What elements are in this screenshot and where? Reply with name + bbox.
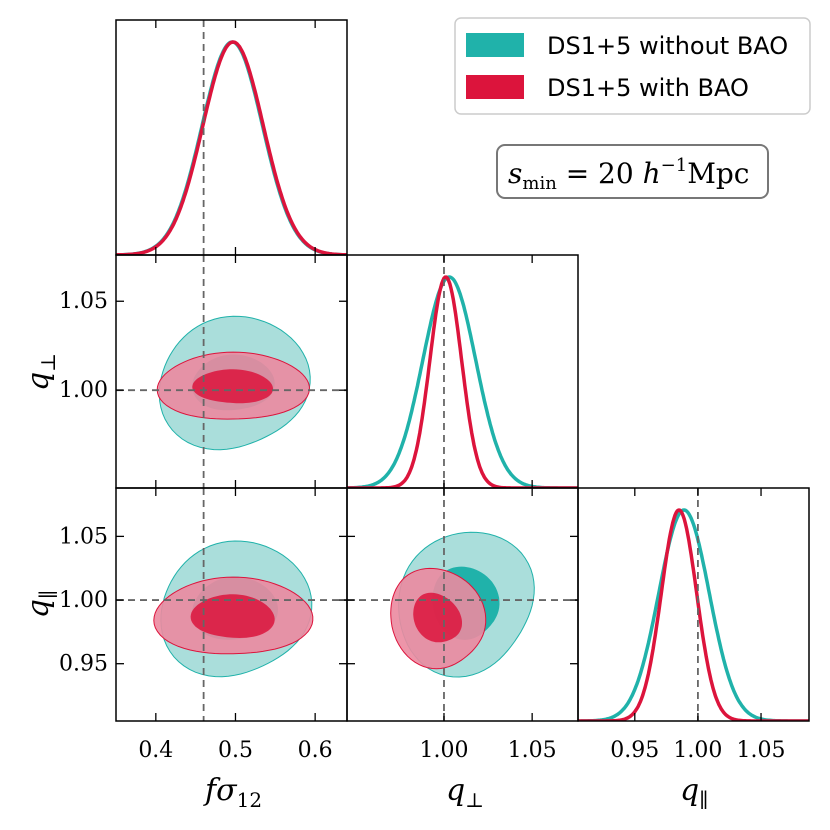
x-tick-label-fsigma12: 0.6	[298, 738, 333, 763]
panel-frame	[115, 19, 348, 256]
marginal-panel-q_par	[578, 488, 809, 721]
contour-panel-q_par_vs_fsigma12	[116, 488, 347, 721]
x-tick-label-q_par: 1.05	[737, 738, 786, 763]
x-tick-label-fsigma12: 0.4	[138, 738, 173, 763]
marginal-panel-fsigma12	[116, 20, 347, 255]
x-axis-label-q-par: q∥	[680, 773, 708, 812]
x-axis-label-fsigma12: fσ12	[203, 773, 262, 812]
y-tick-label-q_perp: 1.00	[59, 378, 108, 403]
marginal-curve-fsigma12-without-bao	[116, 40, 347, 255]
y-tick-label-q_par: 1.05	[59, 524, 108, 549]
marginal-curve-q_perp-with-bao	[347, 275, 578, 488]
x-tick-label-q_par: 1.00	[673, 738, 722, 763]
marginal-curve-q_perp-without-bao	[347, 275, 578, 488]
contour-panel-q_par_vs_q_perp	[347, 488, 578, 721]
legend-swatch-with-bao	[466, 75, 524, 99]
legend-frame	[454, 17, 811, 115]
x-tick-label-q_perp: 1.00	[419, 738, 468, 763]
x-axis-label-q-perp: q⊥	[446, 773, 484, 812]
contour-panel-q_perp_vs_fsigma12	[116, 255, 347, 488]
marginal-panel-q_perp	[347, 255, 578, 488]
y-tick-label-q_perp: 1.05	[59, 289, 108, 314]
contour-inner-with-bao	[413, 592, 462, 643]
smin-annotation-frame	[496, 144, 769, 199]
panel-frame	[577, 487, 810, 722]
legend-label-without-bao: DS1+5 without BAO	[547, 32, 788, 60]
smin-annotation-text: smin = 20 h−1Mpc	[508, 155, 749, 194]
y-axis-label-q-perp: q⊥	[21, 353, 60, 391]
legend-label-with-bao: DS1+5 with BAO	[547, 74, 749, 102]
smin-annotation: smin = 20 h−1Mpc	[496, 144, 769, 199]
y-tick-label-q_par: 0.95	[59, 652, 108, 677]
marginal-curve-q_par-without-bao	[578, 508, 809, 721]
legend: DS1+5 without BAO DS1+5 with BAO	[454, 17, 811, 115]
x-tick-label-q_perp: 1.05	[508, 738, 557, 763]
marginal-curve-fsigma12-with-bao	[116, 40, 347, 255]
x-tick-label-q_par: 0.95	[610, 738, 659, 763]
panels-layer: 0.4 0.5 0.6 1.00 1.05 0.95 1.00 1.05 1.00 1.05 0.9…	[59, 19, 810, 763]
marginal-curve-q_par-with-bao	[578, 508, 809, 721]
y-axis-label-q-par: q∥	[21, 590, 60, 618]
legend-swatch-without-bao	[466, 33, 524, 57]
x-tick-label-fsigma12: 0.5	[218, 738, 253, 763]
contour-inner-with-bao	[190, 594, 275, 638]
contour-inner-with-bao	[192, 369, 273, 404]
y-tick-label-q_par: 1.00	[59, 588, 108, 613]
